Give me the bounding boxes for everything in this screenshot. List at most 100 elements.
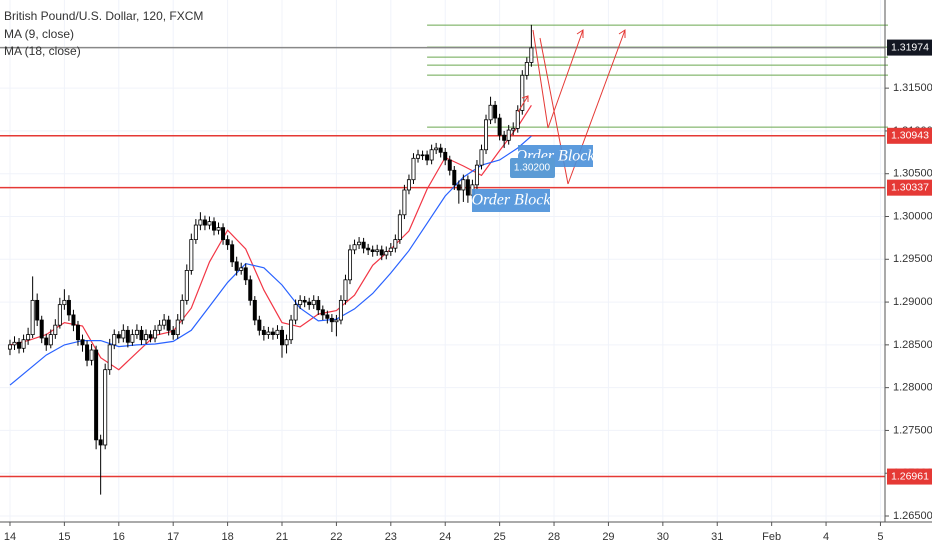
candle-body	[402, 189, 407, 216]
candle-body	[71, 314, 76, 326]
candle-body	[17, 341, 22, 349]
x-tick-label: 22	[330, 531, 342, 543]
y-tick-label: 1.29000	[893, 296, 932, 308]
candle-body	[48, 334, 53, 346]
annotation: 1.30200	[514, 163, 551, 174]
callout-box	[510, 158, 555, 178]
candle-body	[26, 334, 31, 341]
candle-body	[484, 119, 489, 151]
candle-body	[153, 329, 158, 339]
x-tick-label: 24	[439, 531, 451, 543]
price-tag-label: 1.26961	[891, 470, 929, 482]
candle-body	[511, 127, 516, 131]
candle-body	[94, 349, 99, 441]
candle-body	[375, 249, 380, 252]
x-tick-label: 16	[113, 531, 125, 543]
candle-body	[248, 279, 253, 301]
candle-body	[452, 169, 457, 186]
price-tag-label: 1.31974	[891, 41, 929, 53]
candle-body	[334, 319, 339, 323]
candle-body	[302, 299, 307, 303]
candle-body	[107, 344, 112, 371]
candle-body	[293, 304, 298, 321]
x-tick-label: 17	[167, 531, 179, 543]
candle-body	[202, 219, 207, 226]
candle-body	[44, 337, 49, 346]
candle-body	[325, 314, 330, 319]
candle-body	[266, 331, 271, 335]
candle-body	[225, 239, 230, 246]
candle-body	[75, 324, 80, 341]
candle-body	[493, 104, 498, 119]
candle-body	[420, 154, 425, 157]
chart-title: British Pound/U.S. Dollar, 120, FXCM	[4, 9, 203, 23]
candle-body	[57, 304, 62, 326]
candle-body	[502, 134, 507, 141]
candle-body	[443, 151, 448, 161]
candle-body	[21, 339, 26, 349]
x-tick-label: 31	[711, 531, 723, 543]
candle-body	[257, 319, 262, 331]
annotation: Order Block	[472, 192, 552, 209]
candle-body	[406, 179, 411, 191]
candle-body	[393, 239, 398, 249]
candle-body	[429, 149, 434, 161]
candle-body	[497, 117, 502, 136]
candle-body	[198, 219, 203, 226]
candle-body	[143, 334, 148, 341]
candle-body	[80, 339, 85, 346]
candle-body	[66, 299, 71, 316]
candle-body	[216, 227, 221, 231]
candle-body	[515, 109, 520, 129]
arrow-head	[576, 29, 584, 38]
axes: 1.265001.270001.275001.280001.285001.290…	[4, 39, 932, 543]
candle-body	[520, 74, 525, 111]
x-tick-label: 18	[221, 531, 233, 543]
x-tick-label: 28	[548, 531, 560, 543]
candle-body	[261, 329, 266, 335]
legend-entry: MA (18, close)	[4, 44, 81, 58]
grid	[0, 0, 885, 522]
price-tag-label: 1.30943	[891, 130, 929, 142]
arrow-head	[521, 95, 529, 102]
price-tag	[887, 127, 932, 144]
x-tick-label: 14	[4, 531, 16, 543]
candle-body	[524, 62, 529, 76]
candle-body	[39, 319, 44, 339]
price-callout: 1.30200	[510, 158, 555, 178]
candle-body	[447, 159, 452, 171]
candle-body	[465, 179, 470, 196]
candle-body	[125, 329, 130, 343]
candle-body	[529, 47, 534, 63]
candles	[7, 24, 534, 495]
candle-body	[207, 221, 212, 226]
candle-body	[35, 299, 40, 321]
candle-body	[98, 439, 103, 446]
x-tick-label: 23	[385, 531, 397, 543]
candle-body	[384, 251, 389, 256]
legend-entry: MA (9, close)	[4, 27, 74, 41]
candle-body	[7, 344, 12, 350]
candle-body	[175, 319, 180, 335]
order-block-2: Order Block	[472, 189, 552, 212]
y-tick-label: 1.29500	[893, 253, 932, 265]
candle-body	[397, 214, 402, 241]
candle-body	[139, 329, 144, 341]
arrow-line	[517, 95, 529, 113]
candle-body	[53, 324, 58, 335]
candle-body	[166, 319, 171, 331]
candle-body	[270, 331, 275, 335]
candle-body	[103, 369, 108, 446]
candle-body	[62, 299, 67, 306]
candle-body	[239, 267, 244, 271]
candle-body	[252, 299, 257, 321]
candle-body	[388, 247, 393, 252]
y-tick-label: 1.28500	[893, 339, 932, 351]
candle-body	[289, 319, 294, 341]
candle-body	[30, 299, 35, 335]
candle-body	[311, 299, 316, 306]
candle-body	[221, 227, 226, 241]
candle-body	[89, 349, 94, 361]
